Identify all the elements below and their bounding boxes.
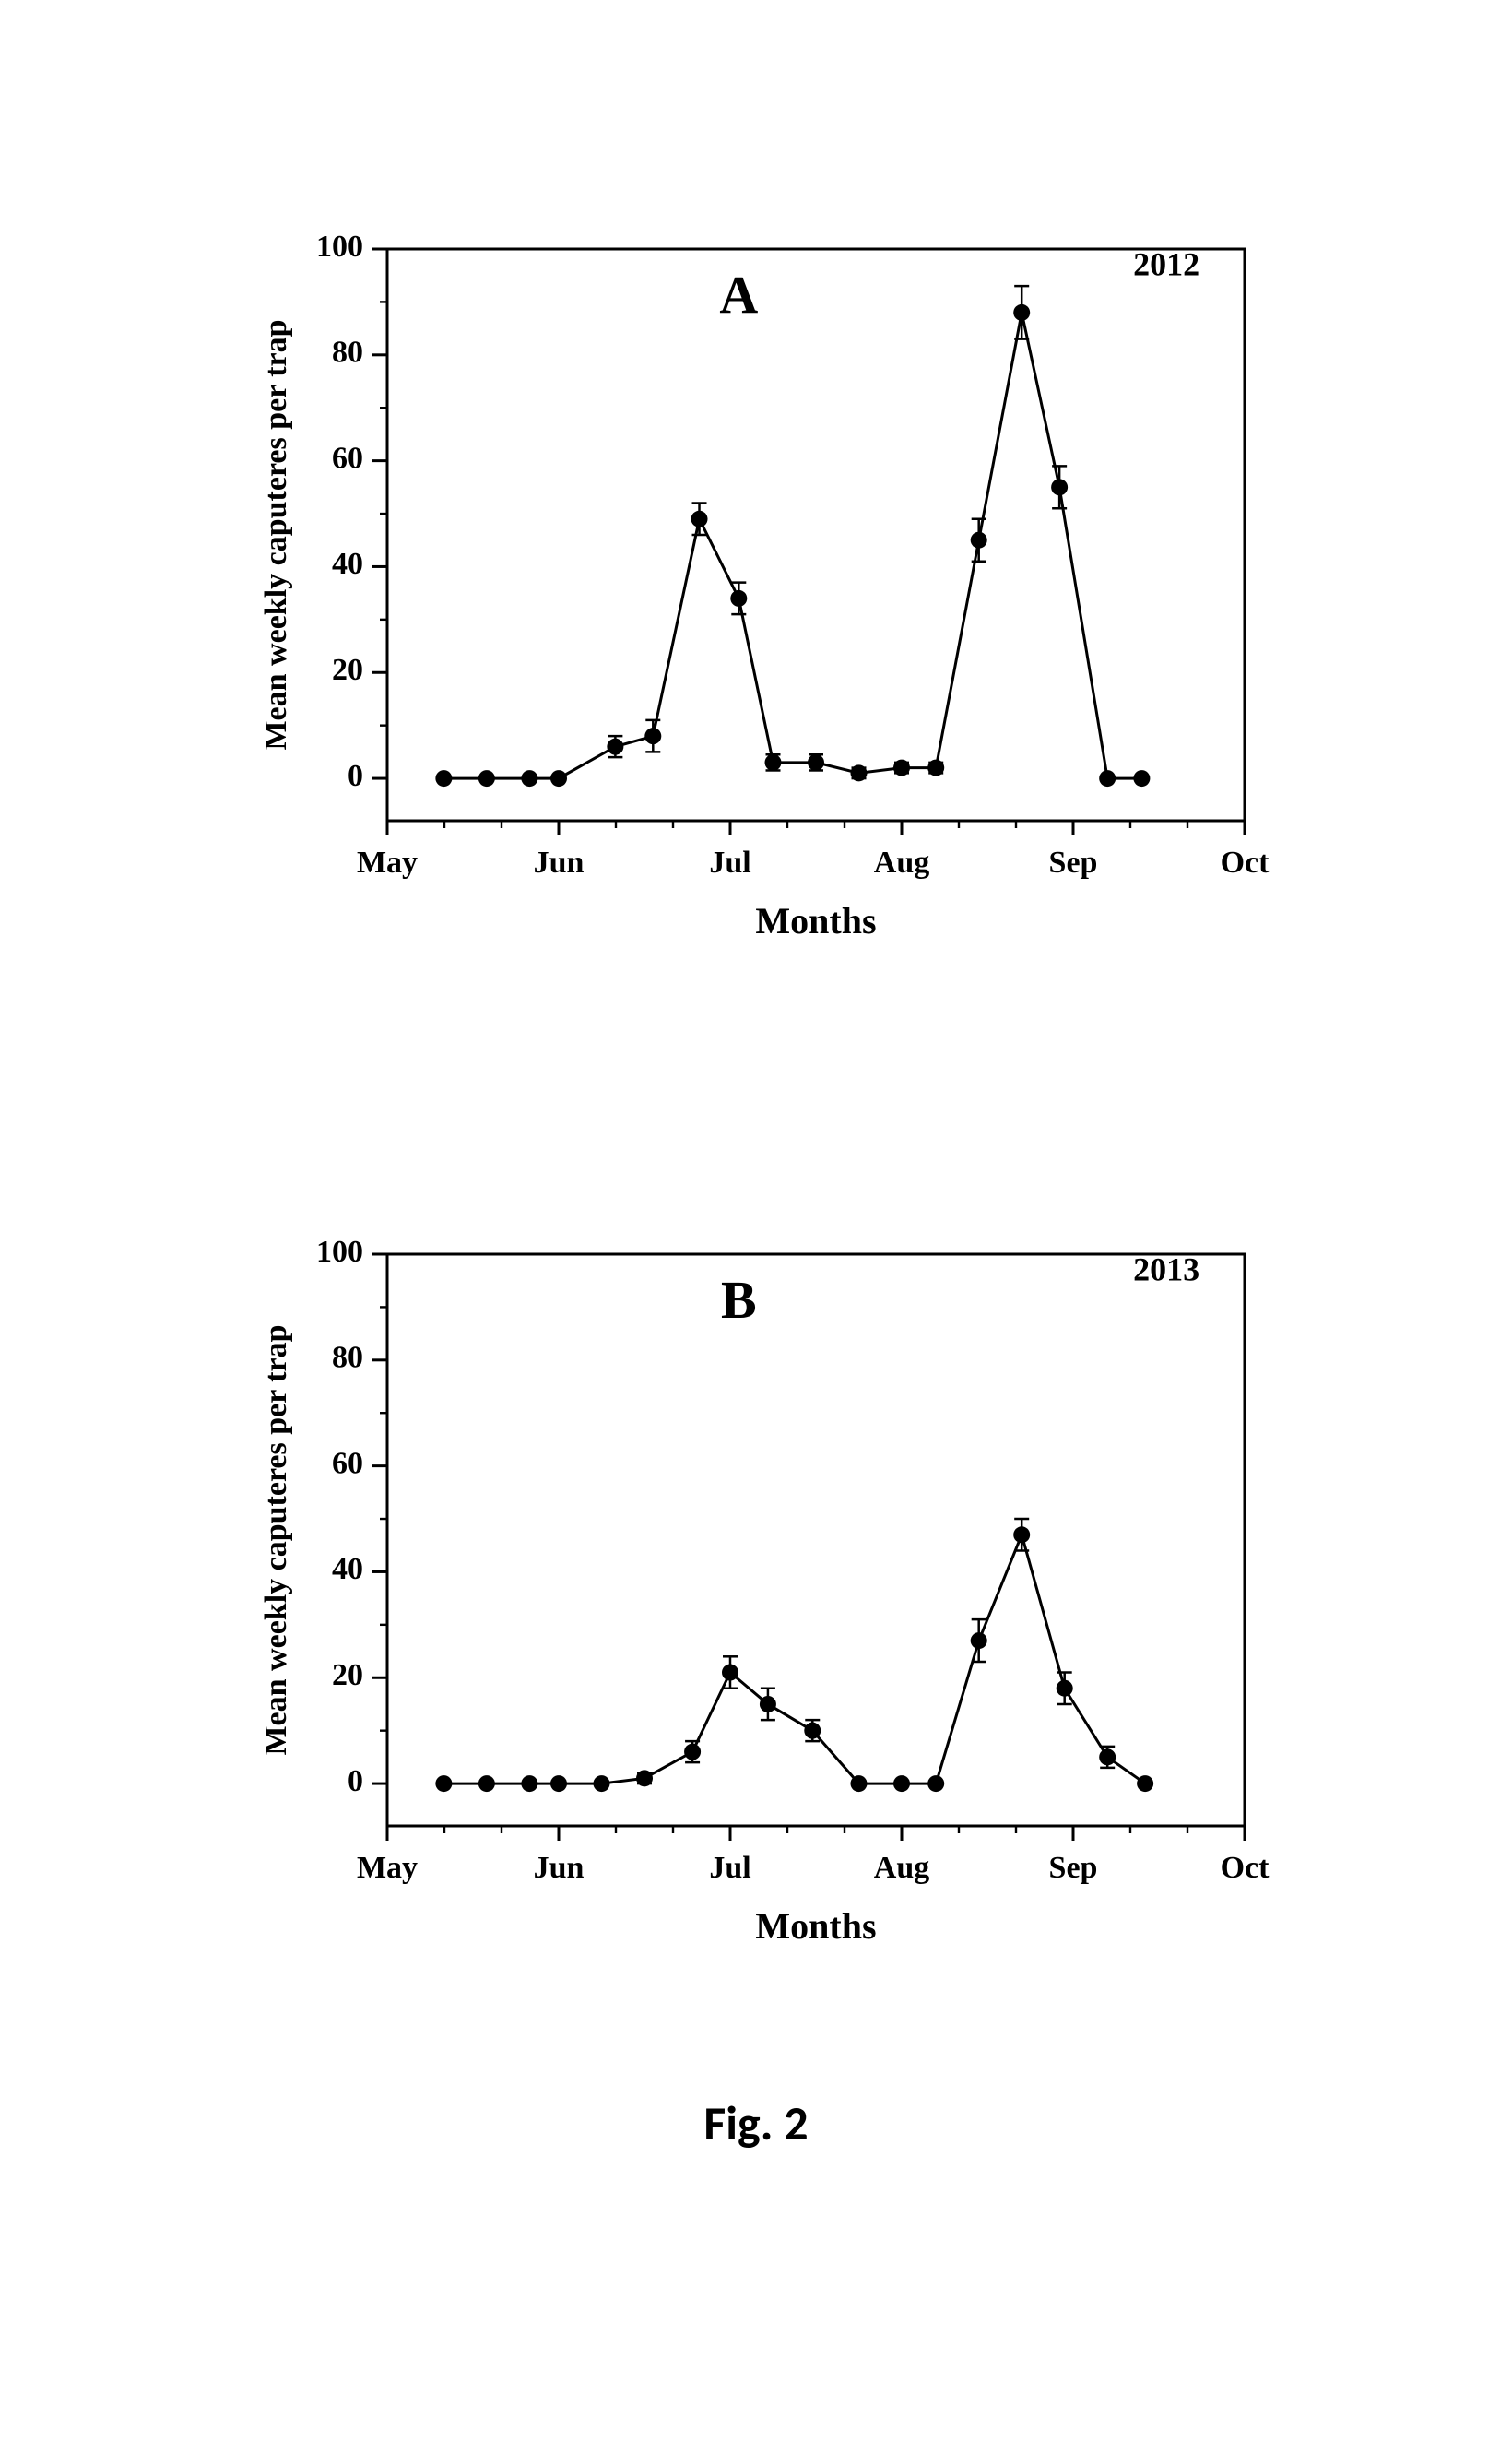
data-marker	[971, 532, 987, 549]
y-tick-label: 20	[332, 653, 363, 687]
data-marker	[722, 1665, 738, 1681]
y-tick-label: 60	[332, 1446, 363, 1480]
y-tick-label: 20	[332, 1658, 363, 1692]
data-marker	[521, 1775, 537, 1792]
data-marker	[893, 1775, 910, 1792]
x-tick-label: Aug	[874, 846, 929, 880]
data-marker	[435, 1775, 452, 1792]
data-marker	[478, 1775, 495, 1792]
data-marker	[1099, 1748, 1116, 1765]
x-tick-label: May	[357, 1851, 418, 1885]
data-marker	[691, 511, 708, 527]
y-axis-label: Mean weekly caputeres per trap	[259, 1324, 293, 1755]
data-marker	[730, 590, 747, 607]
y-tick-label: 40	[332, 1552, 363, 1586]
panel-letter: B	[721, 1270, 757, 1330]
x-tick-label: Sep	[1049, 1851, 1098, 1885]
data-marker	[765, 754, 782, 771]
year-label: 2013	[1133, 1251, 1199, 1288]
data-marker	[1133, 770, 1150, 787]
x-tick-label: May	[357, 846, 418, 880]
y-tick-label: 60	[332, 441, 363, 475]
x-tick-label: Oct	[1221, 846, 1270, 880]
data-marker	[893, 760, 910, 776]
y-tick-label: 0	[348, 1764, 363, 1798]
y-tick-label: 0	[348, 759, 363, 793]
data-marker	[607, 739, 623, 755]
data-marker	[550, 1775, 567, 1792]
data-marker	[636, 1770, 653, 1786]
figure-caption: Fig. 2	[703, 2093, 808, 2152]
data-marker	[1013, 1526, 1030, 1543]
x-tick-label: Jul	[709, 846, 750, 880]
x-tick-label: Aug	[874, 1851, 929, 1885]
data-marker	[684, 1744, 701, 1760]
x-tick-label: Jun	[534, 1851, 585, 1885]
axis-box	[387, 249, 1245, 821]
data-marker	[760, 1696, 776, 1712]
panel-b-wrap: 0 20 40 60 80 100 May Jun Jul Aug Sep Oct Mean weekl…	[230, 1217, 1282, 2010]
data-marker	[851, 764, 868, 781]
data-marker	[971, 1632, 987, 1649]
data-marker	[1137, 1775, 1153, 1792]
data-marker	[550, 770, 567, 787]
y-tick-label: 100	[316, 230, 363, 264]
panel-letter: A	[719, 265, 758, 325]
y-tick-label: 100	[316, 1235, 363, 1269]
data-marker	[804, 1723, 821, 1739]
data-marker	[1051, 479, 1068, 495]
data-marker	[644, 728, 661, 744]
x-tick-label: Oct	[1221, 1851, 1270, 1885]
y-tick-label: 80	[332, 336, 363, 370]
data-marker	[1013, 304, 1030, 321]
x-tick-label: Jul	[709, 1851, 750, 1885]
data-marker	[851, 1775, 868, 1792]
x-axis-label: Months	[755, 1905, 876, 1947]
data-marker	[594, 1775, 610, 1792]
y-tick-label: 40	[332, 547, 363, 581]
data-marker	[808, 754, 824, 771]
year-label: 2012	[1133, 246, 1199, 283]
data-marker	[927, 760, 944, 776]
data-marker	[435, 770, 452, 787]
figure-page: 0 20 40 60 80 100 May Jun Jul Aug Sep Oct Mean weekl…	[0, 0, 1512, 2441]
x-tick-label: Jun	[534, 846, 585, 880]
y-axis-label: Mean weekly caputeres per trap	[259, 319, 293, 750]
chart-panel-b: 0 20 40 60 80 100 May Jun Jul Aug Sep Oct Mean weekl…	[230, 1217, 1282, 2010]
data-marker	[927, 1775, 944, 1792]
x-tick-label: Sep	[1049, 846, 1098, 880]
chart-panel-a: 0 20 40 60 80 100 May Jun Jul Aug Sep Oct Mean weekl…	[230, 212, 1282, 1005]
data-marker	[478, 770, 495, 787]
x-axis-label: Months	[755, 900, 876, 942]
panel-a-wrap: 0 20 40 60 80 100 May Jun Jul Aug Sep Oct Mean weekl…	[230, 212, 1282, 1005]
data-marker	[1099, 770, 1116, 787]
y-tick-label: 80	[332, 1341, 363, 1375]
data-marker	[521, 770, 537, 787]
data-marker	[1057, 1680, 1073, 1697]
